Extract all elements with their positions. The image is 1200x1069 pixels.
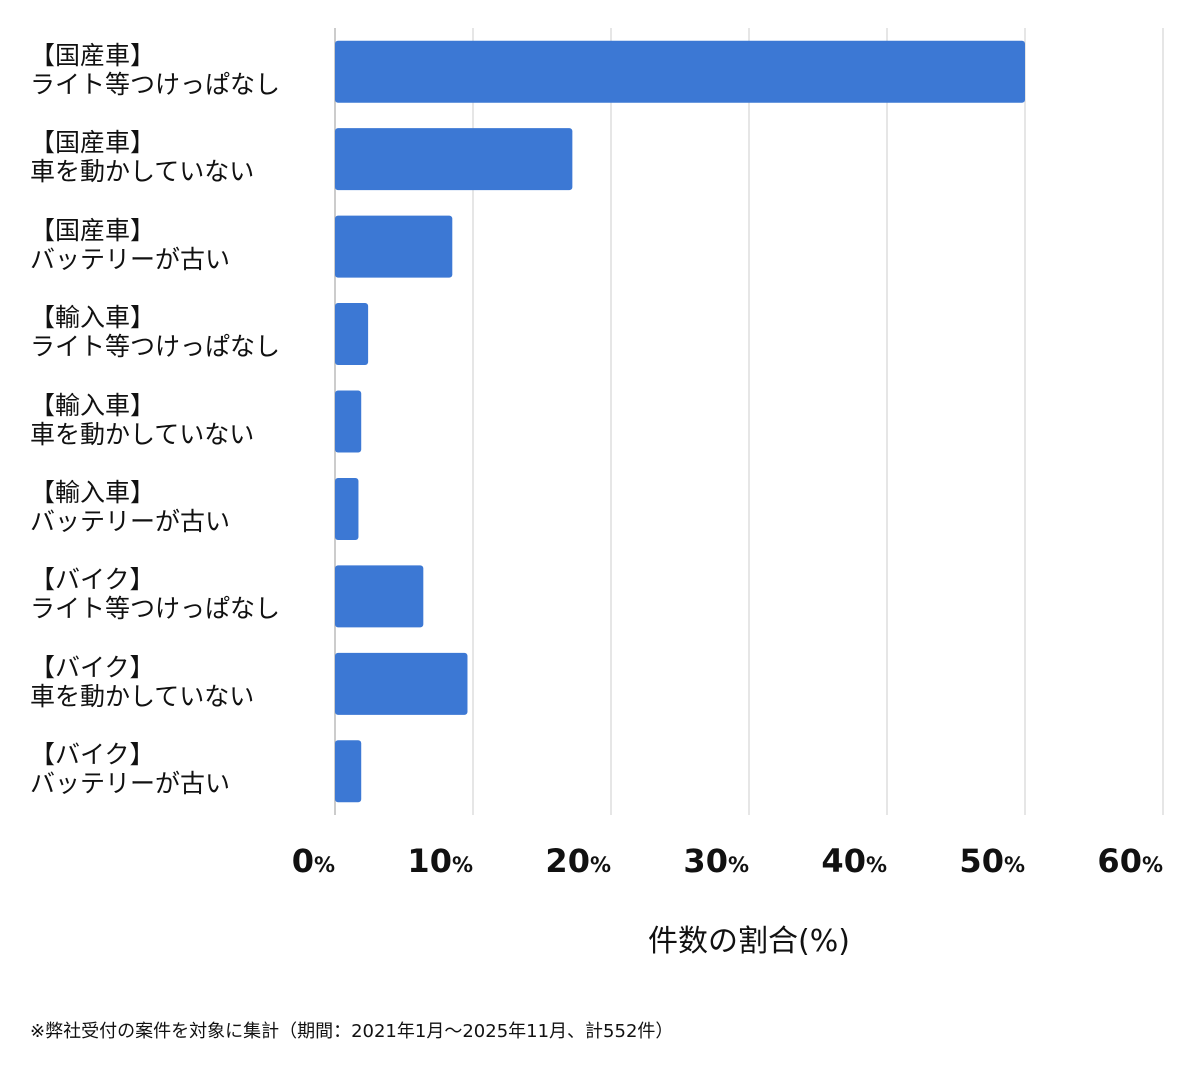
x-tick-label: 10% xyxy=(353,842,473,880)
category-label: 【輸入車】 ライト等つけっぱなし xyxy=(30,303,280,361)
tick-number: 60 xyxy=(1097,842,1142,880)
tick-unit: % xyxy=(727,853,749,877)
bar xyxy=(335,303,369,366)
category-group: 【輸入車】 xyxy=(30,477,156,507)
category-name: ライト等つけっぱなし xyxy=(30,332,281,362)
bar xyxy=(335,128,573,191)
category-label: 【バイク】 バッテリーが古い xyxy=(30,740,230,798)
category-label: 【国産車】 ライト等つけっぱなし xyxy=(30,41,280,99)
bar xyxy=(335,390,362,453)
x-tick-label: 30% xyxy=(629,842,749,880)
category-name: 車を動かしていない xyxy=(30,157,255,187)
x-tick-label: 40% xyxy=(767,842,887,880)
category-name: 車を動かしていない xyxy=(30,419,255,449)
category-group: 【バイク】 xyxy=(30,740,155,770)
x-tick-label: 20% xyxy=(491,842,611,880)
tick-unit: % xyxy=(865,853,887,877)
bar xyxy=(335,215,453,278)
x-tick-label: 60% xyxy=(1043,842,1163,880)
tick-unit: % xyxy=(313,853,335,877)
tick-number: 10 xyxy=(407,842,452,880)
category-name: 車を動かしていない xyxy=(30,681,255,711)
category-group: 【国産車】 xyxy=(30,40,156,70)
bar xyxy=(335,740,362,803)
category-group: 【国産車】 xyxy=(30,128,156,158)
category-group: 【輸入車】 xyxy=(30,390,156,420)
category-group: 【輸入車】 xyxy=(30,303,156,333)
category-label: 【輸入車】 車を動かしていない xyxy=(30,391,254,449)
bar xyxy=(335,565,424,628)
x-tick-label: 50% xyxy=(905,842,1025,880)
category-label: 【バイク】 ライト等つけっぱなし xyxy=(30,565,280,623)
category-label: 【国産車】 車を動かしていない xyxy=(30,128,254,186)
category-name: バッテリーが古い xyxy=(30,506,231,536)
category-name: バッテリーが古い xyxy=(30,769,231,799)
bar xyxy=(335,40,1025,103)
category-name: バッテリーが古い xyxy=(30,244,231,274)
category-label: 【国産車】 バッテリーが古い xyxy=(30,216,230,274)
category-group: 【バイク】 xyxy=(30,565,155,595)
category-group: 【国産車】 xyxy=(30,215,156,245)
tick-unit: % xyxy=(451,853,473,877)
category-label: 【バイク】 車を動かしていない xyxy=(30,653,254,711)
bar xyxy=(335,652,468,715)
x-axis-label: 件数の割合(%) xyxy=(648,924,850,959)
category-label: 【輸入車】 バッテリーが古い xyxy=(30,478,230,536)
tick-number: 50 xyxy=(959,842,1004,880)
category-name: ライト等つけっぱなし xyxy=(30,594,281,624)
tick-unit: % xyxy=(1141,853,1163,877)
tick-number: 40 xyxy=(821,842,866,880)
tick-unit: % xyxy=(589,853,611,877)
category-name: ライト等つけっぱなし xyxy=(30,69,281,99)
category-group: 【バイク】 xyxy=(30,652,155,682)
bar xyxy=(335,477,359,540)
tick-number: 0 xyxy=(291,842,314,880)
footnote: ※弊社受付の案件を対象に集計（期間：2021年1月〜2025年11月、計552件… xyxy=(30,1021,674,1042)
tick-unit: % xyxy=(1003,853,1025,877)
x-tick-label: 0% xyxy=(215,842,335,880)
tick-number: 20 xyxy=(545,842,590,880)
tick-number: 30 xyxy=(683,842,728,880)
